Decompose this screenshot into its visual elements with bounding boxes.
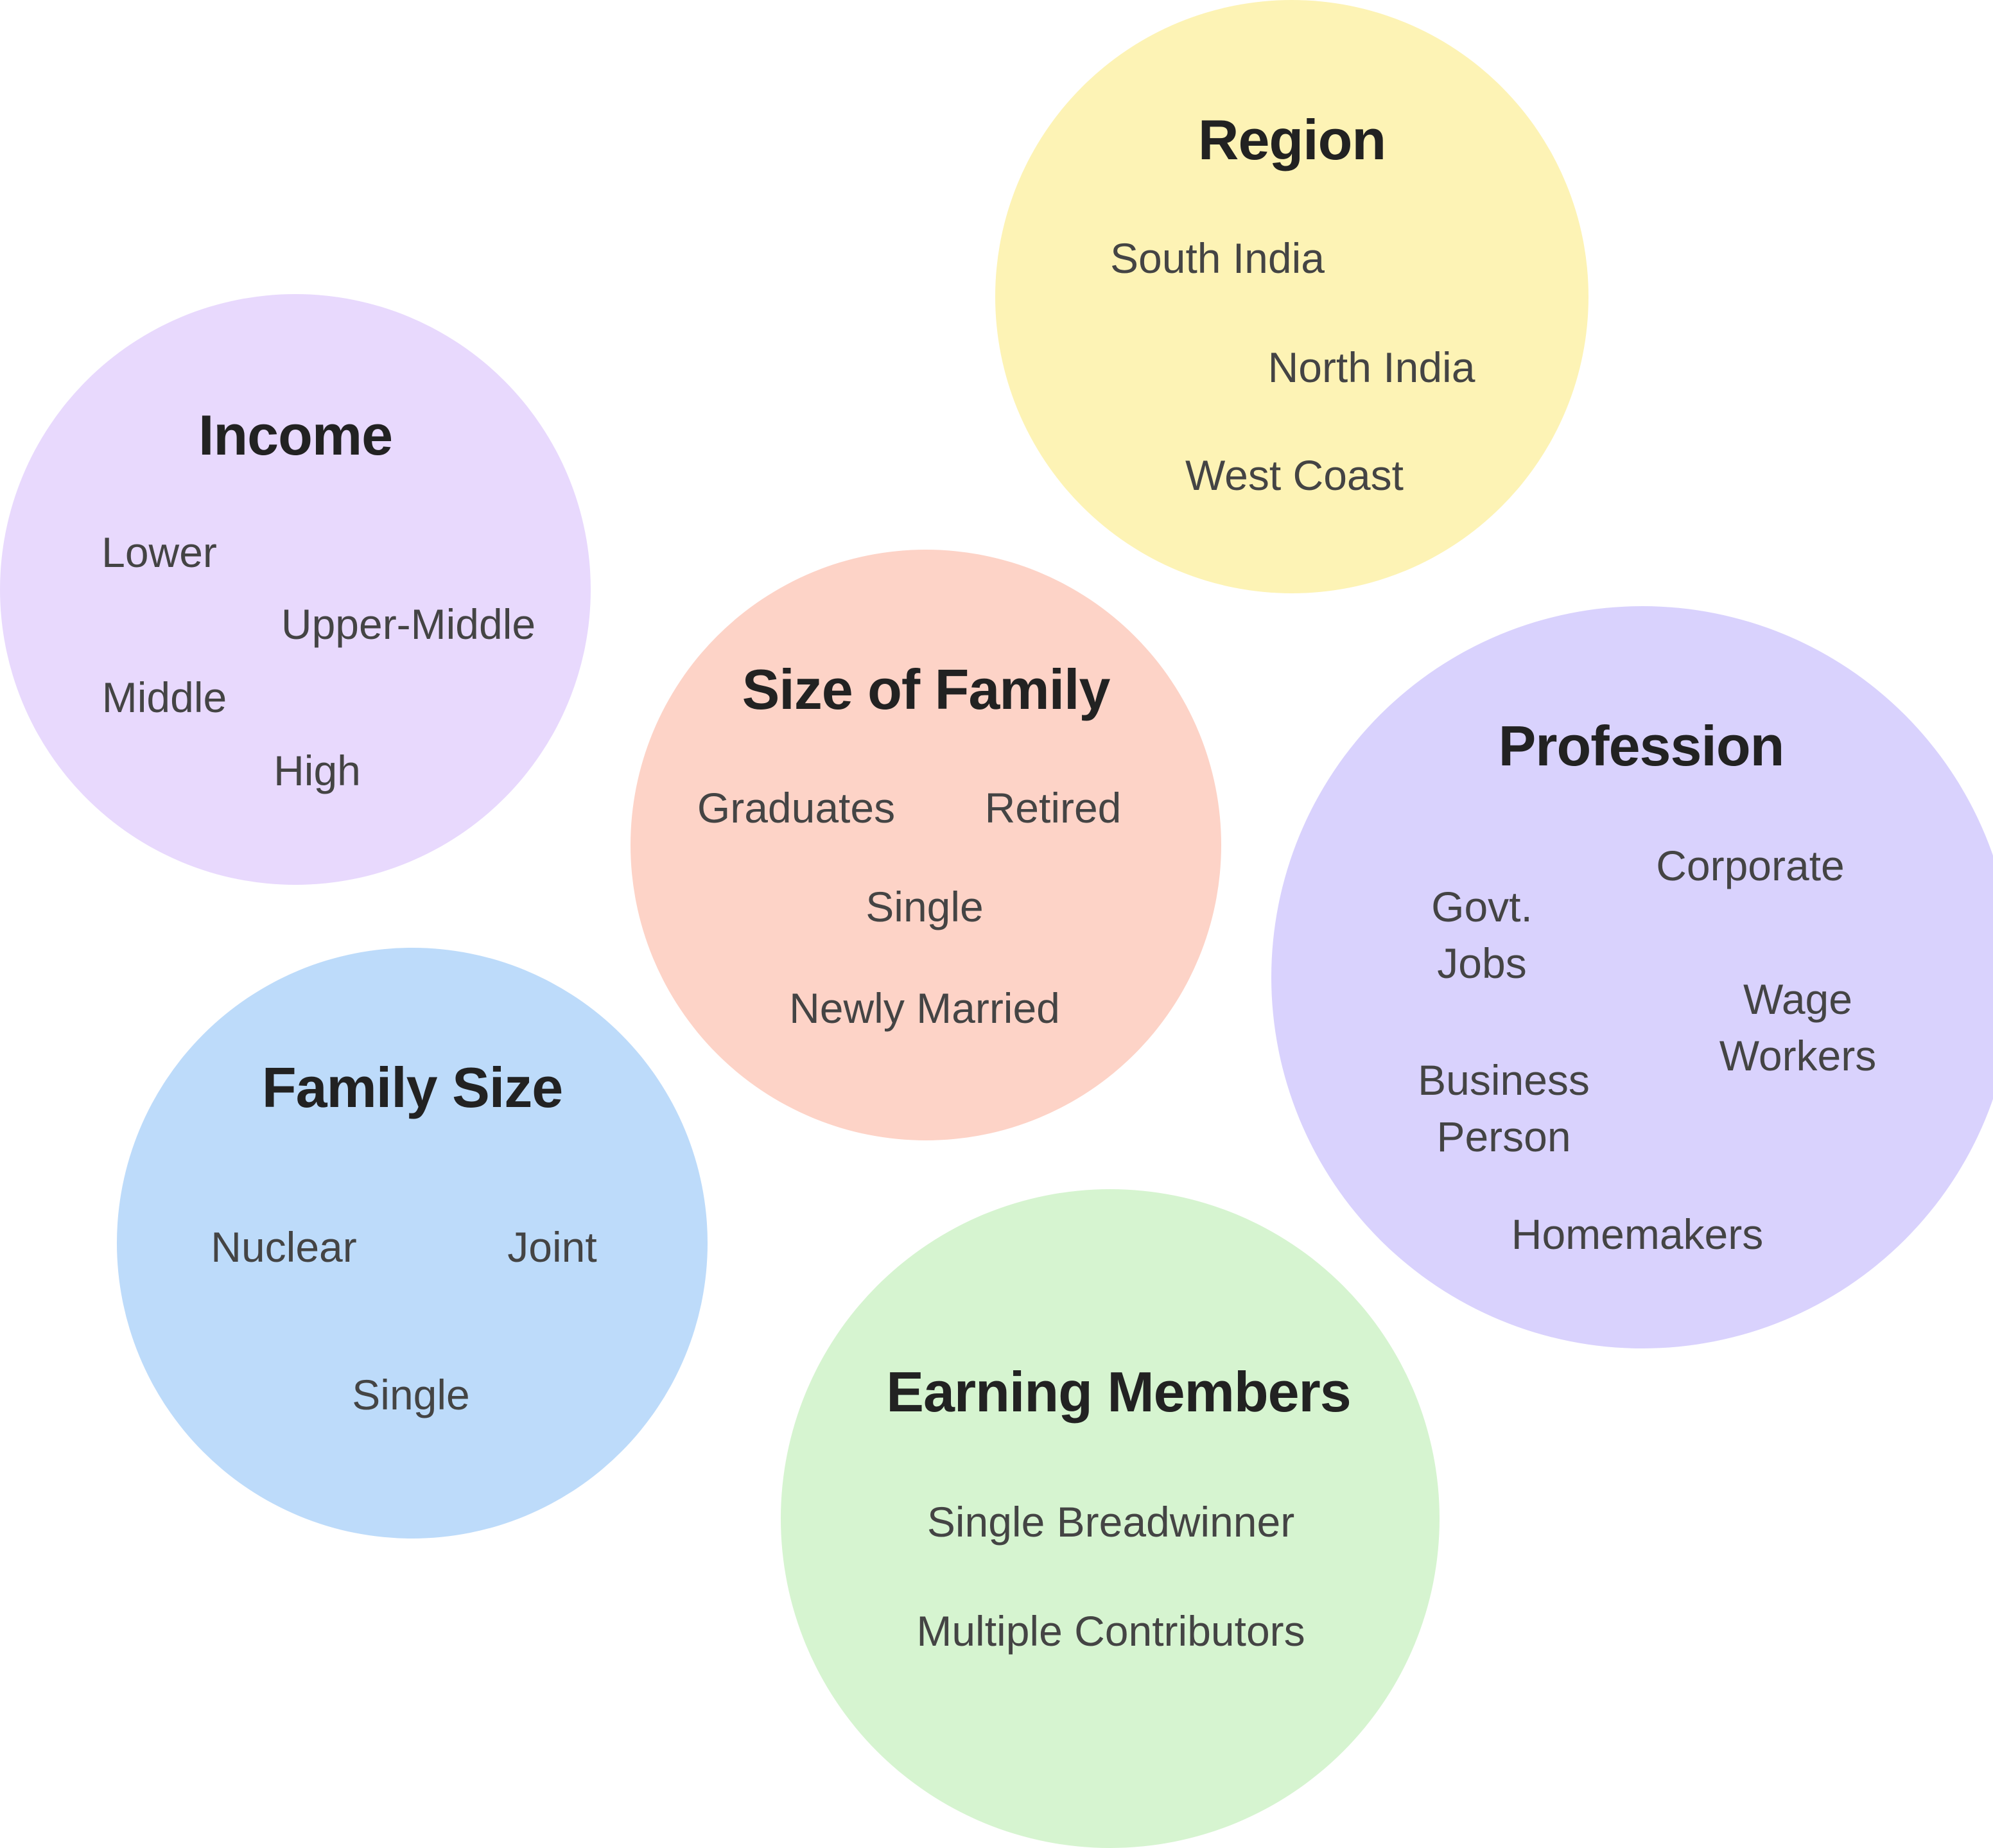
profession-item-govt-jobs: Govt. Jobs xyxy=(1431,883,1533,987)
profession-item-corporate: Corporate xyxy=(1656,842,1845,889)
income-item-high: High xyxy=(274,747,361,794)
income-circle xyxy=(0,294,591,885)
size-of-family-item-graduates: Graduates xyxy=(697,784,896,832)
size-of-family-title: Size of Family xyxy=(742,658,1111,721)
region-circle xyxy=(995,0,1588,593)
family-size-item-joint: Joint xyxy=(507,1223,597,1271)
family-size-title: Family Size xyxy=(261,1056,563,1119)
profession-item-business-person: Business Person xyxy=(1418,1056,1590,1160)
earning-members-item-multiple-contributors: Multiple Contributors xyxy=(916,1607,1305,1655)
region-title: Region xyxy=(1197,108,1386,171)
profession-circle xyxy=(1271,606,1993,1348)
size-of-family-item-newly-married: Newly Married xyxy=(789,984,1060,1032)
family-size-item-single: Single xyxy=(352,1371,470,1418)
profession-item-wage-workers: Wage Workers xyxy=(1719,975,1877,1079)
earning-members-item-single-breadwinner: Single Breadwinner xyxy=(927,1498,1295,1546)
income-item-upper-middle: Upper-Middle xyxy=(281,600,536,648)
region-item-west-coast: West Coast xyxy=(1185,451,1404,499)
profession-title: Profession xyxy=(1498,714,1785,778)
family-size-circle xyxy=(117,948,708,1539)
region-item-south-india: South India xyxy=(1110,234,1325,282)
income-title: Income xyxy=(198,403,393,467)
family-size-item-nuclear: Nuclear xyxy=(211,1223,357,1271)
region-item-north-india: North India xyxy=(1267,344,1475,391)
income-item-middle: Middle xyxy=(101,674,227,721)
size-of-family-circle xyxy=(631,550,1221,1140)
earning-members-circle xyxy=(781,1189,1440,1848)
profession-item-homemakers: Homemakers xyxy=(1511,1210,1764,1258)
size-of-family-item-retired: Retired xyxy=(984,784,1122,832)
size-of-family-item-single: Single xyxy=(866,883,984,930)
earning-members-title: Earning Members xyxy=(886,1360,1351,1424)
income-item-lower: Lower xyxy=(101,528,217,576)
